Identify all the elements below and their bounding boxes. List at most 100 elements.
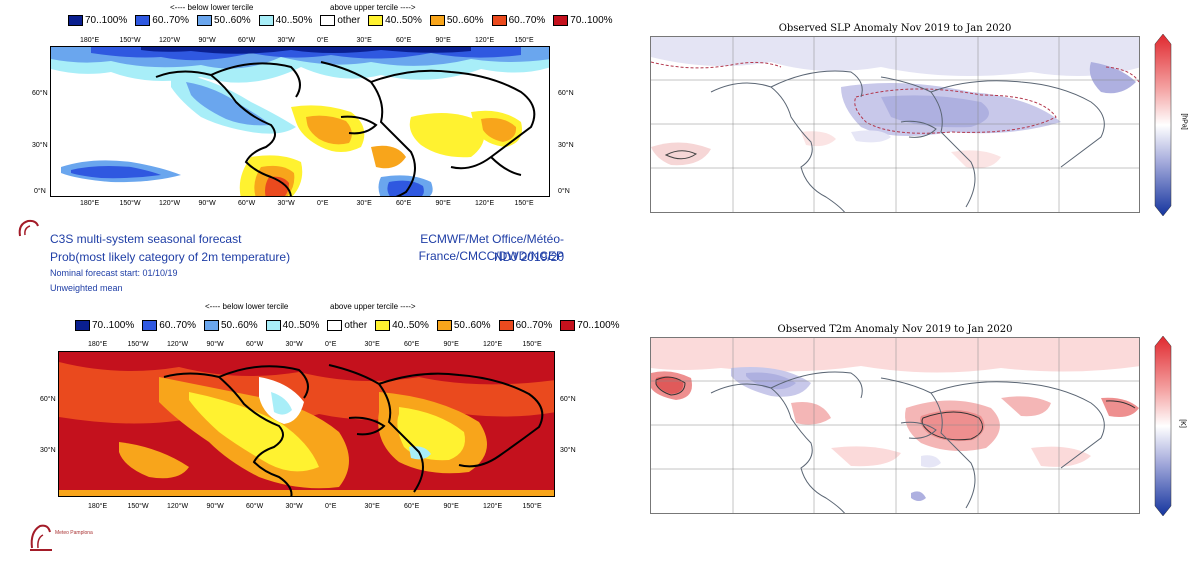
legend-item: 70..100%	[553, 15, 613, 26]
legend-item: 50..60%	[436, 320, 491, 331]
lon-tick-label: 30°W	[277, 200, 295, 207]
lon-tick-label: 30°W	[285, 341, 303, 348]
lon-tick-label: 60°W	[238, 200, 256, 207]
legend-label: 70..100%	[92, 320, 135, 331]
c3s-forecast-start: Nominal forecast start: 01/10/19	[50, 268, 178, 278]
lon-tick-label: 120°E	[475, 200, 495, 207]
legend-item: 70..100%	[560, 320, 620, 331]
legend-label: 70..100%	[570, 15, 613, 26]
meteo-logo-text: Meteo Pamplona	[55, 530, 93, 536]
lon-tick-label: 120°E	[475, 37, 495, 44]
c3s-title: C3S multi-system seasonal forecast	[50, 232, 242, 246]
lon-tick-label: 60°E	[404, 503, 420, 510]
lon-tick-label: 90°W	[198, 200, 216, 207]
lon-tick-label: 150°E	[522, 503, 542, 510]
top-lon-ticks-lower: 180°E 150°W 120°W 90°W 60°W 30°W 0°E 30°E 60°E 90…	[0, 200, 600, 210]
c3s-subtitle: Prob(most likely category of 2m temperat…	[50, 250, 291, 264]
legend-swatch	[327, 320, 343, 331]
legend-label: other	[337, 15, 361, 26]
legend-swatch	[491, 15, 507, 26]
legend-item: 60..70%	[142, 320, 196, 331]
legend-label: 60..70%	[152, 15, 189, 26]
top-below-tercile-label: <---- below lower tercile	[170, 3, 254, 12]
lon-tick-label: 120°W	[167, 341, 189, 348]
top-lon-ticks-upper: 180°E 150°W 120°W 90°W 60°W 30°W 0°E 30°E 60°E 90…	[0, 37, 600, 47]
lon-tick-label: 90°E	[443, 341, 459, 348]
legend-item: 40..50%	[368, 15, 422, 26]
legend-label: 40..50%	[385, 15, 422, 26]
legend-label: 70..100%	[85, 15, 128, 26]
bottom-lat-right: 30°N	[560, 447, 576, 454]
legend-swatch	[436, 320, 452, 331]
forecast-map-top-svg	[51, 47, 549, 196]
legend-swatch	[135, 15, 151, 26]
lon-tick-label: 30°W	[285, 503, 303, 510]
lon-tick-label: 60°W	[246, 503, 264, 510]
lon-tick-label: 180°E	[80, 200, 100, 207]
legend-swatch	[142, 320, 158, 331]
top-lat-right: 60°N	[558, 90, 574, 97]
legend-label: 50..60%	[213, 15, 251, 26]
lon-tick-label: 30°W	[277, 37, 295, 44]
lon-tick-label: 90°E	[443, 503, 459, 510]
legend-item: other	[320, 15, 360, 26]
bottom-below-tercile-label: <---- below lower tercile	[205, 302, 289, 311]
top-lat-left: 0°N	[34, 188, 46, 195]
lon-tick-label: 90°W	[206, 503, 224, 510]
c3s-centres: ECMWF/Met Office/Météo-France/CMCC/DWD/N…	[418, 232, 564, 263]
t2m-map-title: Observed T2m Anomaly Nov 2019 to Jan 202…	[777, 324, 1013, 335]
forecast-map-bottom-svg	[59, 352, 554, 496]
top-lat-right: 30°N	[558, 142, 574, 149]
legend-label: 50..60%	[446, 15, 484, 26]
legend-swatch	[375, 320, 391, 331]
legend-item: other	[327, 320, 367, 331]
legend-label: other	[344, 320, 368, 331]
legend-label: 50..60%	[220, 320, 258, 331]
bottom-lat-right: 60°N	[560, 396, 576, 403]
slp-map-title: Observed SLP Anomaly Nov 2019 to Jan 202…	[778, 23, 1012, 34]
legend-item: 40..50%	[375, 320, 429, 331]
legend-swatch	[553, 15, 569, 26]
legend-label: 60..70%	[159, 320, 196, 331]
legend-label: 70..100%	[577, 320, 620, 331]
top-legend: 70..100% 60..70% 50..60% 40..50% other 40..50…	[68, 15, 621, 26]
legend-swatch	[320, 15, 336, 26]
lon-tick-label: 150°E	[514, 200, 534, 207]
legend-item: 40..50%	[258, 15, 313, 26]
lon-tick-label: 30°E	[356, 37, 372, 44]
t2m-colorbar-unit: [K]	[1178, 419, 1186, 428]
lon-tick-label: 30°E	[364, 503, 380, 510]
slp-anomaly-map	[650, 36, 1140, 213]
top-lat-left: 60°N	[32, 90, 48, 97]
meteo-logo-bottom	[30, 524, 52, 551]
legend-swatch	[560, 320, 576, 331]
legend-label: 60..70%	[508, 15, 546, 26]
slp-colorbar	[1154, 34, 1172, 216]
legend-swatch	[68, 15, 83, 26]
bottom-lon-ticks-upper: 180°E 150°W 120°W 90°W 60°W 30°W 0°E 30°E 60°E 90…	[8, 341, 608, 351]
lon-tick-label: 30°E	[356, 200, 372, 207]
lon-tick-label: 120°W	[159, 200, 181, 207]
forecast-map-top	[50, 46, 550, 197]
legend-item: 70..100%	[75, 320, 134, 331]
lon-tick-label: 150°E	[522, 341, 542, 348]
lon-tick-label: 0°E	[325, 503, 337, 510]
legend-label: 40..50%	[275, 15, 313, 26]
lon-tick-label: 120°W	[167, 503, 189, 510]
legend-swatch	[196, 15, 212, 26]
lon-tick-label: 180°E	[80, 37, 100, 44]
lon-tick-label: 30°E	[364, 341, 380, 348]
lon-tick-label: 120°E	[483, 341, 503, 348]
legend-swatch	[203, 320, 219, 331]
lon-tick-label: 60°W	[238, 37, 256, 44]
c3s-season: NDJ 2019/20	[493, 250, 564, 264]
c3s-weighting: Unweighted mean	[50, 283, 123, 293]
lon-tick-label: 0°E	[317, 37, 329, 44]
lon-tick-label: 150°W	[119, 37, 141, 44]
t2m-anomaly-map-svg	[651, 338, 1139, 513]
bottom-lat-left: 30°N	[40, 447, 56, 454]
lon-tick-label: 90°E	[435, 200, 451, 207]
legend-item: 70..100%	[68, 15, 127, 26]
lon-tick-label: 90°W	[206, 341, 224, 348]
lon-tick-label: 90°W	[198, 37, 216, 44]
